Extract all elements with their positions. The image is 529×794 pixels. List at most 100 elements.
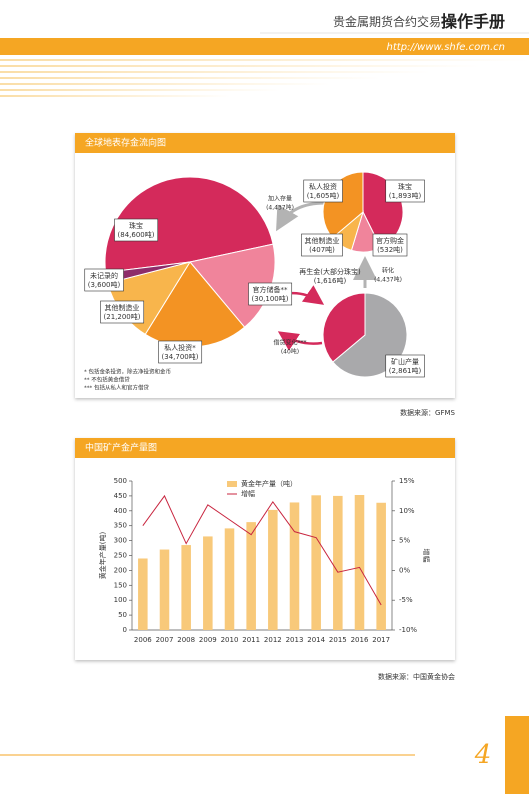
flow-amount: (4,437吨) [266, 204, 294, 212]
stripe [0, 59, 529, 61]
bar [181, 545, 191, 630]
y-tick-label: 150 [114, 581, 127, 589]
slice-category: 私人投资 [309, 182, 337, 191]
stripe [0, 65, 480, 67]
slice-label: 未记录的(3,600吨) [84, 268, 124, 292]
slice-value-label: (3,600吨) [88, 280, 121, 289]
bar [289, 502, 300, 630]
slice-value-label: (1,616吨) [314, 276, 347, 285]
label-box [114, 218, 159, 242]
header-title-text: 贵金属期货合约交易 [333, 14, 441, 29]
slice-value-label: (532吨) [377, 245, 403, 254]
bar [268, 509, 278, 630]
stripe [0, 89, 280, 91]
legend-label: 增幅 [241, 489, 255, 498]
y2-axis-title: 增幅 [422, 549, 431, 563]
slice-label: 珠宝(84,600吨) [114, 218, 159, 242]
label-box [100, 300, 145, 324]
y-axis-title: 黄金年产量(吨) [98, 532, 107, 580]
label-box [158, 340, 203, 364]
bar [138, 558, 148, 630]
slice-label: 再生金(大部分珠宝)(1,616吨) [299, 267, 361, 285]
y-tick-label: 450 [114, 492, 127, 500]
x-tick-label: 2010 [221, 636, 239, 644]
slice-category: 再生金(大部分珠宝) [299, 267, 361, 276]
y-tick-label: 300 [114, 537, 127, 545]
bar [159, 549, 170, 630]
bar [224, 528, 235, 630]
bar [246, 522, 256, 630]
header-band [0, 38, 529, 55]
label-box [385, 179, 425, 203]
flow-arrow [276, 201, 326, 232]
source: 数据来源：GFMS [400, 408, 455, 417]
card-header [75, 438, 455, 458]
footnote: * 包括金条投资，除去净投资和金币 [84, 368, 171, 376]
flow-amount: (4,437吨) [374, 276, 402, 284]
card-header [75, 133, 455, 153]
pie-slice [322, 292, 366, 363]
slice-category: 官方储备** [253, 285, 288, 294]
slice-label: 私人投资*(34,700吨) [158, 340, 203, 364]
label-box [385, 354, 425, 378]
header-url: http://www.shfe.com.cn [387, 42, 505, 53]
y2-tick-label: 15% [399, 477, 415, 485]
flow-amount: (40吨) [281, 348, 299, 356]
x-tick-label: 2011 [242, 636, 260, 644]
label-box [84, 268, 124, 292]
x-tick-label: 2006 [134, 636, 152, 644]
y2-tick-label: 0% [399, 566, 410, 574]
slice-category: 官方购金 [376, 236, 404, 245]
slice-category: 其他制造业 [105, 303, 140, 312]
slice-value-label: (1,605吨) [307, 191, 340, 200]
x-tick-label: 2013 [286, 636, 304, 644]
legend-swatch [227, 481, 237, 487]
y2-tick-label: 10% [399, 507, 415, 515]
y-tick-label: 400 [114, 507, 127, 515]
slice-label: 其他制造业(407吨) [301, 233, 343, 257]
x-tick-label: 2012 [264, 636, 282, 644]
bar [333, 495, 343, 630]
y-tick-label: 350 [114, 522, 127, 530]
y-tick-label: 0 [123, 626, 127, 634]
bar [311, 495, 321, 630]
chart-title: 中国矿产金产量图 [85, 442, 157, 454]
slice-value-label: (21,200吨) [104, 312, 141, 321]
slice-value-label: (407吨) [309, 245, 335, 254]
slice-label: 其他制造业(21,200吨) [100, 300, 145, 324]
stripe [0, 83, 330, 85]
line [142, 494, 382, 606]
bar [376, 502, 386, 630]
label-box [303, 179, 343, 203]
slice-category: 未记录的 [90, 271, 118, 280]
x-tick-label: 2016 [351, 636, 369, 644]
slice-category: 珠宝 [129, 221, 143, 230]
label-box [248, 282, 293, 306]
slice-label: 官方购金(532吨) [372, 233, 408, 257]
y-tick-label: 100 [114, 596, 127, 604]
y-tick-label: 250 [114, 552, 127, 560]
slice-category: 矿山产量 [391, 357, 419, 366]
page-number: 4 [474, 740, 492, 770]
flow-label: 转化 [382, 267, 394, 275]
flow-arrow [277, 331, 323, 351]
y-tick-label: 200 [114, 566, 127, 574]
header-stripes [0, 59, 529, 97]
label-box [372, 233, 408, 257]
slice-value-label: (1,893吨) [389, 191, 422, 200]
slice-label: 官方储备**(30,100吨) [248, 282, 293, 306]
y2-tick-label: 5% [399, 537, 410, 545]
x-tick-label: 2007 [156, 636, 174, 644]
bar [203, 536, 213, 630]
slice-category: 私人投资* [164, 343, 196, 352]
y2-tick-label: -5% [399, 596, 413, 604]
label-box [301, 233, 343, 257]
x-tick-label: 2008 [177, 636, 195, 644]
slice-value-label: (30,100吨) [252, 294, 289, 303]
slice-category: 珠宝 [398, 182, 412, 191]
flow-label: 借贷变化*** [273, 339, 306, 347]
bar [354, 495, 365, 630]
slice-value-label: (2,861吨) [389, 366, 422, 375]
footer-block [505, 716, 529, 794]
